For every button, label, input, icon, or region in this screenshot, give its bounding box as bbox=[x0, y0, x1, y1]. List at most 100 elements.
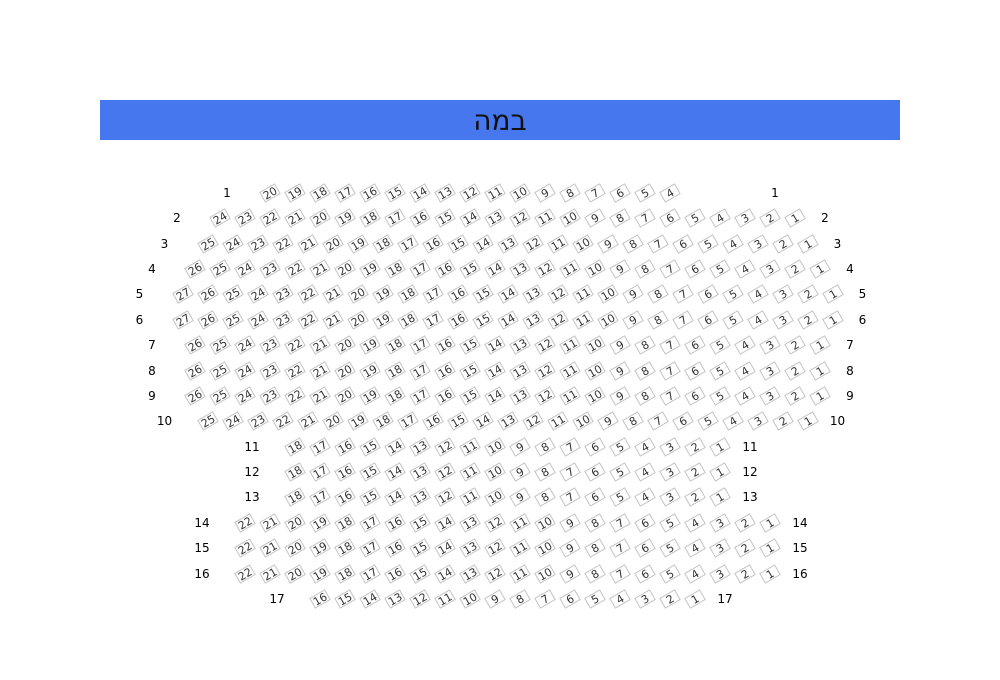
seat[interactable]: 17 bbox=[309, 436, 331, 457]
seat[interactable]: 24 bbox=[234, 386, 256, 406]
seat[interactable]: 18 bbox=[334, 538, 356, 558]
seat[interactable]: 20 bbox=[334, 335, 356, 355]
seat[interactable]: 24 bbox=[234, 259, 256, 279]
seat[interactable]: 2 bbox=[759, 208, 781, 229]
seat[interactable]: 26 bbox=[196, 310, 219, 330]
seat[interactable]: 6 bbox=[684, 335, 706, 355]
seat[interactable]: 8 bbox=[534, 487, 556, 508]
seat[interactable]: 11 bbox=[509, 563, 531, 584]
seat[interactable]: 9 bbox=[534, 183, 556, 203]
seat[interactable]: 8 bbox=[646, 284, 669, 305]
seat[interactable]: 11 bbox=[534, 208, 556, 229]
seat[interactable]: 9 bbox=[509, 487, 531, 508]
seat[interactable]: 15 bbox=[409, 513, 431, 533]
seat[interactable]: 7 bbox=[634, 208, 656, 229]
seat[interactable]: 18 bbox=[334, 563, 356, 584]
seat[interactable]: 12 bbox=[409, 589, 431, 609]
seat[interactable]: 22 bbox=[271, 411, 294, 432]
seat[interactable]: 25 bbox=[221, 284, 244, 305]
seat[interactable]: 15 bbox=[434, 208, 456, 229]
seat[interactable]: 8 bbox=[634, 360, 656, 381]
seat[interactable]: 9 bbox=[509, 462, 531, 482]
seat[interactable]: 15 bbox=[409, 563, 431, 584]
seat[interactable]: 9 bbox=[621, 284, 644, 305]
seat[interactable]: 14 bbox=[496, 310, 519, 330]
seat[interactable]: 15 bbox=[409, 538, 431, 558]
seat[interactable]: 12 bbox=[484, 513, 506, 533]
seat[interactable]: 9 bbox=[596, 411, 619, 432]
seat[interactable]: 27 bbox=[171, 310, 194, 330]
seat[interactable]: 25 bbox=[196, 411, 219, 432]
seat[interactable]: 19 bbox=[334, 208, 356, 229]
seat[interactable]: 3 bbox=[759, 259, 781, 279]
seat[interactable]: 3 bbox=[759, 335, 781, 355]
seat[interactable]: 11 bbox=[559, 259, 581, 279]
seat[interactable]: 22 bbox=[234, 563, 256, 584]
seat[interactable]: 18 bbox=[371, 234, 394, 254]
seat[interactable]: 1 bbox=[821, 284, 844, 305]
seat[interactable]: 4 bbox=[746, 284, 769, 305]
seat[interactable]: 2 bbox=[771, 234, 794, 254]
seat[interactable]: 16 bbox=[334, 487, 356, 508]
seat[interactable]: 11 bbox=[546, 234, 569, 254]
seat[interactable]: 13 bbox=[434, 183, 456, 203]
seat[interactable]: 16 bbox=[384, 563, 406, 584]
seat[interactable]: 12 bbox=[534, 360, 556, 381]
seat[interactable]: 7 bbox=[584, 183, 606, 203]
seat[interactable]: 20 bbox=[259, 183, 281, 203]
seat[interactable]: 22 bbox=[284, 335, 306, 355]
seat[interactable]: 1 bbox=[784, 208, 806, 229]
seat[interactable]: 6 bbox=[634, 538, 656, 558]
seat[interactable]: 2 bbox=[796, 310, 819, 330]
seat[interactable]: 13 bbox=[496, 411, 519, 432]
seat[interactable]: 16 bbox=[421, 234, 444, 254]
seat[interactable]: 5 bbox=[709, 386, 731, 406]
seat[interactable]: 12 bbox=[459, 183, 481, 203]
seat[interactable]: 4 bbox=[634, 487, 656, 508]
seat[interactable]: 18 bbox=[371, 411, 394, 432]
seat[interactable]: 10 bbox=[484, 487, 506, 508]
seat[interactable]: 6 bbox=[684, 259, 706, 279]
seat[interactable]: 17 bbox=[421, 284, 444, 305]
seat[interactable]: 16 bbox=[409, 208, 431, 229]
seat[interactable]: 14 bbox=[434, 513, 456, 533]
seat[interactable]: 3 bbox=[771, 284, 794, 305]
seat[interactable]: 8 bbox=[634, 259, 656, 279]
seat[interactable]: 2 bbox=[734, 538, 756, 558]
seat[interactable]: 2 bbox=[784, 335, 806, 355]
seat[interactable]: 12 bbox=[534, 259, 556, 279]
seat[interactable]: 9 bbox=[559, 513, 581, 533]
seat[interactable]: 11 bbox=[459, 487, 481, 508]
seat[interactable]: 15 bbox=[446, 411, 469, 432]
seat[interactable]: 3 bbox=[746, 411, 769, 432]
seat[interactable]: 10 bbox=[459, 589, 481, 609]
seat[interactable]: 19 bbox=[371, 284, 394, 305]
seat[interactable]: 6 bbox=[584, 436, 606, 457]
seat[interactable]: 17 bbox=[359, 538, 381, 558]
seat[interactable]: 15 bbox=[384, 183, 406, 203]
seat[interactable]: 14 bbox=[384, 487, 406, 508]
seat[interactable]: 16 bbox=[446, 310, 469, 330]
seat[interactable]: 9 bbox=[584, 208, 606, 229]
seat[interactable]: 17 bbox=[309, 462, 331, 482]
seat[interactable]: 19 bbox=[284, 183, 306, 203]
seat[interactable]: 2 bbox=[659, 589, 681, 609]
seat[interactable]: 13 bbox=[459, 538, 481, 558]
seat[interactable]: 19 bbox=[309, 538, 331, 558]
seat[interactable]: 2 bbox=[684, 462, 706, 482]
seat[interactable]: 10 bbox=[571, 234, 594, 254]
seat[interactable]: 2 bbox=[684, 487, 706, 508]
seat[interactable]: 17 bbox=[409, 335, 431, 355]
seat[interactable]: 16 bbox=[434, 386, 456, 406]
seat[interactable]: 20 bbox=[346, 310, 369, 330]
seat[interactable]: 24 bbox=[246, 310, 269, 330]
seat[interactable]: 21 bbox=[259, 513, 281, 533]
seat[interactable]: 27 bbox=[171, 284, 194, 305]
seat[interactable]: 5 bbox=[634, 183, 656, 203]
seat[interactable]: 7 bbox=[659, 360, 681, 381]
seat[interactable]: 13 bbox=[509, 360, 531, 381]
seat[interactable]: 16 bbox=[384, 538, 406, 558]
seat[interactable]: 22 bbox=[234, 513, 256, 533]
seat[interactable]: 13 bbox=[384, 589, 406, 609]
seat[interactable]: 6 bbox=[659, 208, 681, 229]
